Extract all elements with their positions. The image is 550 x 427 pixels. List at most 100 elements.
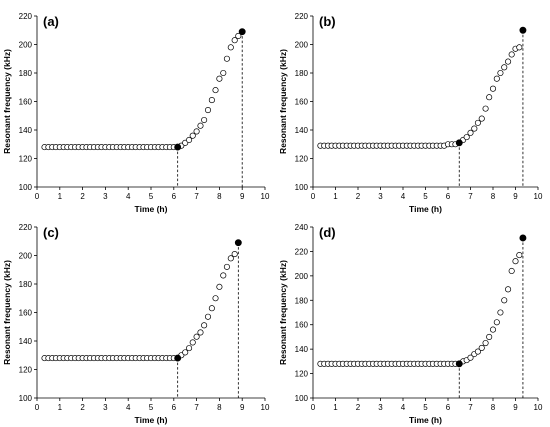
x-axis-title: Time (h): [135, 415, 168, 425]
y-tick-label: 160: [19, 309, 33, 318]
x-tick-label: 4: [401, 192, 406, 201]
y-tick-label: 140: [19, 126, 33, 135]
x-tick-label: 4: [126, 192, 131, 201]
x-tick-label: 10: [534, 403, 543, 412]
data-point: [227, 44, 234, 51]
y-tick-label: 120: [19, 366, 33, 375]
highlight-point: [519, 26, 527, 34]
highlight-point: [234, 239, 242, 247]
x-tick-label: 7: [194, 403, 199, 412]
data-point: [189, 132, 196, 139]
x-tick-label: 7: [194, 192, 199, 201]
data-point: [478, 344, 485, 351]
data-point: [497, 69, 504, 77]
data-point: [516, 44, 523, 51]
y-tick-label: 140: [295, 345, 309, 354]
y-tick-label: 220: [295, 247, 309, 256]
data-point: [220, 69, 227, 77]
highlight-point: [455, 360, 463, 368]
x-tick-label: 8: [491, 192, 496, 201]
data-point: [204, 107, 212, 114]
x-tick-label: 6: [446, 403, 451, 412]
y-tick-label: 200: [295, 272, 309, 281]
data-point: [197, 122, 204, 129]
data-point: [482, 105, 489, 112]
chart-panel: 0 1 2 3 4 5 6 7 8 9 10 100 120 140 160 180 200 220 Time (h…: [2, 223, 270, 425]
data-point: [223, 263, 230, 270]
data-point: [212, 87, 219, 94]
x-tick-label: 1: [58, 192, 63, 201]
data-point: [463, 134, 470, 141]
data-point: [182, 349, 189, 356]
x-tick-label: 6: [172, 403, 177, 412]
y-tick-label: 180: [19, 280, 33, 289]
y-tick-label: 160: [19, 98, 33, 107]
chart-panel: 0 1 2 3 4 5 6 7 8 9 10 100 120 140 160 180 200 220 Time (h…: [2, 12, 270, 214]
x-axis-title: Time (h): [409, 415, 442, 425]
x-tick-label: 5: [423, 403, 428, 412]
x-tick-label: 0: [311, 192, 316, 201]
data-point: [486, 333, 493, 340]
x-tick-label: 9: [240, 403, 245, 412]
data-point: [508, 267, 515, 275]
x-tick-label: 0: [35, 403, 40, 412]
x-tick-label: 10: [534, 192, 543, 201]
y-tick-label: 200: [19, 41, 33, 50]
highlight-point: [519, 234, 527, 242]
x-tick-label: 6: [172, 192, 177, 201]
data-point: [231, 37, 238, 44]
y-tick-label: 180: [295, 69, 309, 78]
y-tick-label: 100: [295, 394, 309, 403]
y-tick-label: 160: [295, 98, 309, 107]
data-point: [186, 136, 193, 144]
x-tick-label: 8: [217, 403, 222, 412]
y-tick-label: 120: [295, 370, 309, 379]
x-tick-label: 5: [149, 192, 154, 201]
y-axis-title: Resonant frequency (kHz): [278, 49, 288, 154]
data-point: [474, 348, 481, 355]
y-axis-title: Resonant frequency (kHz): [278, 260, 288, 365]
y-tick-label: 140: [19, 337, 33, 346]
data-point: [223, 55, 230, 62]
x-axis-title: Time (h): [409, 204, 442, 214]
x-tick-label: 2: [356, 192, 361, 201]
x-tick-label: 2: [356, 403, 361, 412]
panel-label: (b): [319, 14, 336, 29]
x-tick-label: 7: [468, 192, 473, 201]
x-tick-label: 9: [513, 403, 518, 412]
x-tick-label: 5: [149, 403, 154, 412]
data-point: [508, 51, 515, 58]
data-point: [497, 309, 504, 316]
y-axis-title: Resonant frequency (kHz): [2, 260, 12, 365]
data-point: [189, 339, 196, 346]
data-point: [489, 326, 497, 333]
x-tick-label: 6: [446, 192, 451, 201]
data-point: [186, 345, 193, 352]
x-tick-label: 5: [423, 192, 428, 201]
x-tick-label: 0: [311, 403, 316, 412]
y-axis-title: Resonant frequency (kHz): [2, 49, 12, 154]
y-tick-label: 180: [19, 69, 33, 78]
data-point: [197, 329, 204, 336]
data-point: [193, 333, 200, 340]
y-tick-label: 220: [295, 12, 309, 21]
x-tick-label: 3: [378, 192, 383, 201]
x-tick-label: 10: [261, 403, 270, 412]
x-tick-label: 1: [58, 403, 63, 412]
highlight-point: [238, 28, 246, 36]
x-tick-label: 2: [80, 403, 85, 412]
y-tick-label: 100: [19, 183, 33, 192]
data-point: [474, 119, 481, 126]
x-tick-label: 1: [333, 192, 338, 201]
data-point: [216, 75, 223, 82]
data-point: [482, 339, 489, 347]
data-point: [212, 295, 219, 302]
data-point: [501, 297, 508, 304]
data-point: [208, 97, 215, 104]
data-point: [471, 125, 478, 132]
x-tick-label: 7: [468, 403, 473, 412]
y-tick-label: 120: [295, 155, 309, 164]
x-tick-label: 8: [491, 403, 496, 412]
x-tick-label: 0: [35, 192, 40, 201]
x-tick-label: 3: [103, 403, 108, 412]
